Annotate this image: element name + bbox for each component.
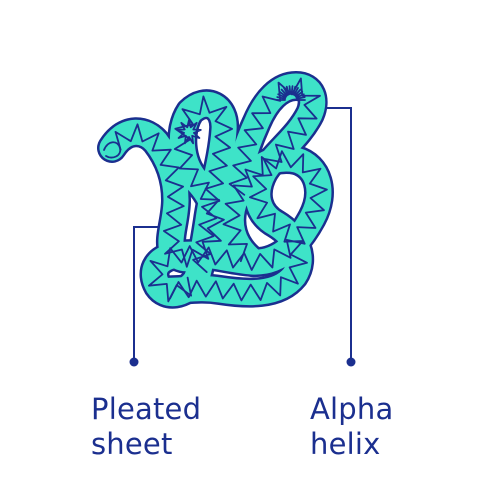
alpha-helix-label: Alpha helix xyxy=(310,392,393,462)
pleated-sheet-label: Pleated sheet xyxy=(91,392,201,462)
pleated-sheet-label-line1: Pleated xyxy=(91,392,202,426)
pleated-sheet-label-line2: sheet xyxy=(91,427,173,461)
alpha-helix-label-line1: Alpha xyxy=(310,392,394,426)
callout-lines xyxy=(129,107,356,367)
alpha-helix-leader xyxy=(324,107,352,362)
chain-end-cap xyxy=(103,141,122,159)
tube-zigzag xyxy=(114,95,233,273)
ray-lines xyxy=(276,85,306,101)
protein-chain xyxy=(97,71,328,303)
starburst-left xyxy=(176,119,202,145)
helix-loop-rays xyxy=(276,85,306,101)
tube-zigzag xyxy=(148,150,328,303)
alpha-helix-leader-dot xyxy=(346,357,356,367)
pleated-sheet-leader xyxy=(133,226,158,362)
alpha-helix-label-line2: helix xyxy=(310,427,381,461)
pleated-sheet-leader-dot xyxy=(129,357,139,367)
tube-zigzag xyxy=(169,77,321,302)
starburst-shape xyxy=(176,119,202,145)
